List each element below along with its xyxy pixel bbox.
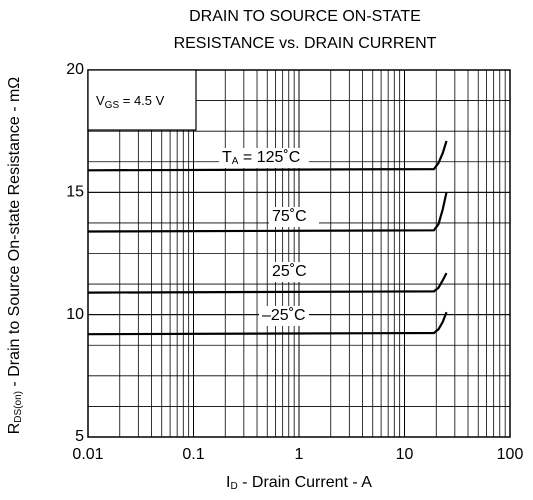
series-label: 75˚C xyxy=(272,208,307,225)
condition-sub: GS xyxy=(105,100,120,111)
series-line xyxy=(87,311,448,336)
plot-frame xyxy=(87,69,511,438)
x-axis-label-sub: D xyxy=(230,481,237,492)
series-label: 125˚C xyxy=(257,149,301,166)
chart-title: DRAIN TO SOURCE ON-STATE xyxy=(189,8,421,25)
x-tick-label: 100 xyxy=(497,446,524,463)
label-bg xyxy=(259,306,309,326)
series-label-prefix-rest: = xyxy=(238,149,256,166)
series-line xyxy=(87,192,448,233)
condition: VGS = 4.5 V xyxy=(96,93,165,110)
series-label-prefix: TA = 125˚C xyxy=(222,149,300,166)
label-bg xyxy=(219,148,309,168)
y-axis-label: RDS(on) - Drain to Source On-state Resis… xyxy=(6,77,23,435)
y-axis-label-rest: - Drain to Source On-state Resistance - … xyxy=(6,77,23,391)
chart-title: RESISTANCE vs. DRAIN CURRENT xyxy=(174,35,437,52)
series-label: 25˚C xyxy=(272,263,307,280)
x-axis-label-main: I xyxy=(226,474,230,491)
x-tick-label: 0.01 xyxy=(72,446,103,463)
x-tick-label: 1 xyxy=(295,446,304,463)
y-axis-label-sub: DS(on) xyxy=(13,391,24,423)
series-label: –25˚C xyxy=(262,307,306,324)
series-label-prefix-main: T xyxy=(222,149,232,166)
series-label-prefix-sub: A xyxy=(232,156,239,167)
label-bg xyxy=(269,207,319,227)
y-tick-label: 15 xyxy=(66,184,84,201)
y-tick-label: 5 xyxy=(75,428,84,445)
x-tick-label: 0.1 xyxy=(182,446,204,463)
y-tick-label: 10 xyxy=(66,306,84,323)
series-line xyxy=(87,140,448,172)
condition-main: V xyxy=(96,93,105,108)
x-axis-label: ID - Drain Current - A xyxy=(226,474,372,491)
y-axis-label-main: R xyxy=(6,423,23,435)
x-axis-label-rest: - Drain Current - A xyxy=(238,474,373,491)
x-tick-label: 10 xyxy=(396,446,414,463)
y-tick-label: 20 xyxy=(66,61,84,78)
condition-box xyxy=(87,69,197,131)
series-line xyxy=(87,272,448,294)
label-bg xyxy=(269,262,319,282)
condition-rest: = 4.5 V xyxy=(119,93,164,108)
